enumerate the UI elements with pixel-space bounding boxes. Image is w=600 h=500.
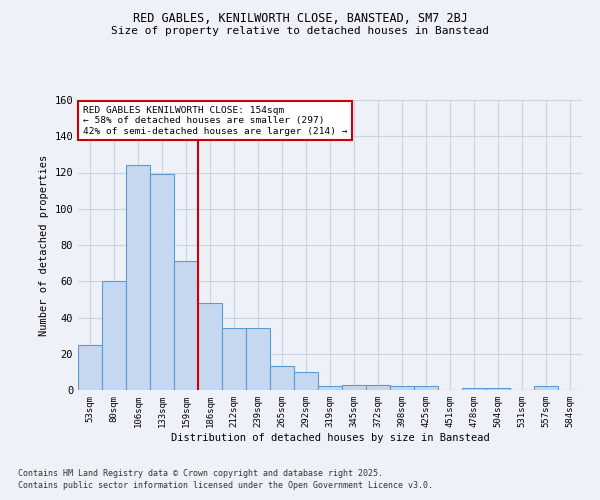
Bar (150, 174, 174, 390)
Bar (390, 386, 414, 390)
Text: Size of property relative to detached houses in Banstead: Size of property relative to detached ho… (111, 26, 489, 36)
Bar (486, 388, 510, 390)
Bar (246, 328, 270, 390)
Bar (78, 344, 102, 390)
Y-axis label: Number of detached properties: Number of detached properties (39, 154, 49, 336)
Text: RED GABLES KENILWORTH CLOSE: 154sqm
← 58% of detached houses are smaller (297)
4: RED GABLES KENILWORTH CLOSE: 154sqm ← 58… (83, 106, 347, 136)
Bar (198, 303, 222, 390)
Bar (270, 366, 294, 390)
Bar (222, 328, 246, 390)
Text: RED GABLES, KENILWORTH CLOSE, BANSTEAD, SM7 2BJ: RED GABLES, KENILWORTH CLOSE, BANSTEAD, … (133, 12, 467, 26)
Text: Contains HM Land Registry data © Crown copyright and database right 2025.: Contains HM Land Registry data © Crown c… (18, 468, 383, 477)
Bar (462, 388, 486, 390)
Bar (414, 386, 438, 390)
Bar (534, 386, 558, 390)
Text: Contains public sector information licensed under the Open Government Licence v3: Contains public sector information licen… (18, 481, 433, 490)
Bar (102, 281, 126, 390)
Bar (126, 165, 150, 390)
Bar (318, 386, 342, 390)
Bar (342, 384, 366, 390)
X-axis label: Distribution of detached houses by size in Banstead: Distribution of detached houses by size … (170, 432, 490, 442)
Bar (366, 384, 390, 390)
Bar (294, 372, 318, 390)
Bar (174, 262, 198, 390)
